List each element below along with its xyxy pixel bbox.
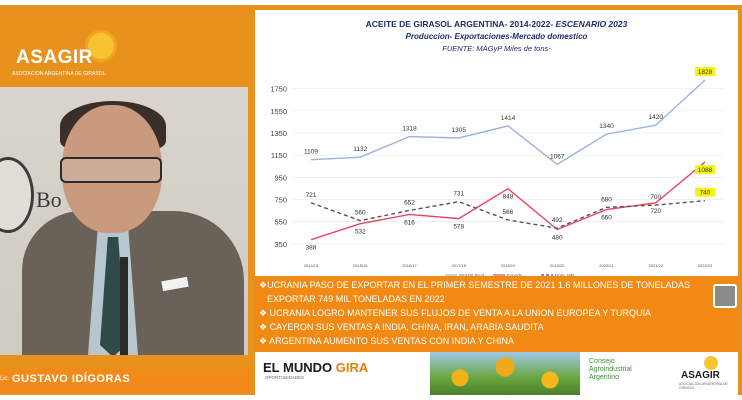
y-tick-label: 950: [274, 173, 287, 182]
data-label: 680: [601, 196, 612, 203]
data-label: 532: [355, 229, 366, 236]
data-label: 578: [453, 224, 464, 231]
speaker-video: Bo: [0, 87, 248, 355]
asagir-logo: ASAGIR ASOCIACION ARGENTINA DE GIRASOL: [10, 19, 120, 79]
data-label: 1305: [452, 127, 467, 134]
chart-svg: 350 550 750 950 1150 1350 1550 1750 2014/15 2015/…: [270, 66, 723, 276]
x-tick-label: 2018/19: [501, 263, 516, 268]
label-highlight: [695, 66, 715, 76]
asagir-small-subtitle: ASOCIACION ARGENTINA DE GIRASOL: [679, 382, 728, 390]
y-tick-label: 1550: [270, 107, 287, 116]
y-tick-label: 750: [274, 196, 287, 205]
sun-icon: [704, 356, 718, 370]
stream-frame: ASAGIR ASOCIACION ARGENTINA DE GIRASOL B…: [0, 5, 742, 395]
data-label: 560: [355, 210, 366, 217]
microphone: [120, 257, 128, 355]
data-label: 848: [503, 194, 514, 201]
brand-name: ASAGIR: [16, 47, 93, 68]
chart-title: ACEITE DE GIRASOL ARGENTINA- 2014-2022- …: [255, 19, 738, 29]
data-label: 1132: [353, 146, 367, 153]
sponsor-bar: EL MUNDO GIRA OPORTUNIDADES Consejo Agro…: [255, 352, 738, 395]
name-prefix: Lic.: [0, 376, 10, 382]
speaker-head: [62, 105, 162, 233]
data-label: 1318: [402, 126, 417, 133]
chart-title-main: ACEITE DE GIRASOL ARGENTINA- 2014-2022-: [365, 19, 554, 29]
x-tick-label: 2015/16: [353, 263, 368, 268]
x-tick-label: 2022/23: [698, 263, 713, 268]
legend-label: Exports: [507, 273, 523, 276]
asagir-small-logo: ASAGIR: [681, 370, 720, 381]
cast-icon[interactable]: [713, 284, 737, 308]
speaker-name-bar: Lic. GUSTAVO IDÍGORAS: [0, 369, 250, 393]
series-line: [310, 161, 706, 241]
consejo-line-3: Argentino: [589, 374, 619, 381]
bullet-1-text: UCRANIA PASO DE EXPORTAR EN EL PRIMER SE…: [267, 280, 691, 290]
label-highlight: [695, 187, 715, 197]
wall-text: Bo: [36, 187, 62, 212]
data-label: 566: [503, 209, 514, 216]
chart-panel: 350 550 750 950 1150 1350 1550 1750 2014/15 2015/…: [255, 10, 738, 276]
legend-label: Dom. Mkt: [555, 273, 575, 276]
bullet-3-text: UCRANIA LOGRO MANTENER SUS FLUJOS DE VEN…: [269, 308, 652, 318]
bullet-3: ❖ UCRANIA LOGRO MANTENER SUS FLUJOS DE V…: [259, 308, 652, 318]
data-label: 660: [601, 215, 612, 222]
data-label: 616: [404, 219, 415, 226]
data-label: 721: [306, 192, 317, 199]
data-label: 652: [404, 199, 415, 206]
mundo-text: EL MUNDO: [263, 360, 333, 375]
label-highlight: [695, 165, 715, 175]
data-label: 388: [306, 245, 317, 252]
y-tick-label: 1350: [270, 129, 287, 138]
consejo-line-1: Consejo: [589, 358, 615, 365]
data-label: 1067: [550, 153, 565, 160]
series-line: [310, 79, 706, 166]
x-tick-label: 2017/18: [452, 263, 467, 268]
y-tick-label: 550: [274, 218, 287, 227]
gira-text: GIRA: [335, 360, 369, 375]
x-tick-label: 2020/21: [599, 263, 614, 268]
data-label: 700: [650, 194, 661, 201]
consejo-line-2: Agroindustrial: [589, 366, 632, 373]
bullet-5: ❖ ARGENTINA AUMENTO SUS VENTAS CON INDIA…: [259, 336, 514, 346]
data-label: 720: [650, 208, 661, 215]
legend-label: SFSOil Prod: [459, 273, 485, 276]
brand-subtitle: ASOCIACION ARGENTINA DE GIRASOL: [12, 71, 106, 77]
x-tick-label: 2021/22: [649, 263, 664, 268]
data-label: 1340: [599, 123, 614, 130]
bullet-1: ❖UCRANIA PASO DE EXPORTAR EN EL PRIMER S…: [259, 280, 691, 290]
data-label: 1088: [698, 167, 713, 174]
el-mundo-gira-logo: EL MUNDO GIRA: [263, 360, 368, 375]
y-tick-label: 350: [274, 240, 287, 249]
x-tick-label: 2019/20: [550, 263, 565, 268]
data-label: 740: [700, 190, 711, 197]
glasses-icon: [60, 157, 162, 183]
x-tick-label: 2016/17: [402, 263, 417, 268]
mundo-subtitle: OPORTUNIDADES: [265, 375, 305, 380]
data-label: 1109: [304, 149, 318, 156]
bullet-box: ❖UCRANIA PASO DE EXPORTAR EN EL PRIMER S…: [255, 276, 738, 352]
chart-subtitle: Produccion- Exportaciones-Mercado domest…: [405, 32, 588, 41]
bullet-2-text: EXPORTAR 749 MIL TONELADAS EN 2022: [267, 294, 445, 304]
data-label: 1420: [649, 114, 664, 121]
y-tick-label: 1150: [271, 151, 287, 160]
data-label: 731: [453, 191, 464, 198]
speaker-name: GUSTAVO IDÍGORAS: [12, 373, 131, 385]
bullet-5-text: ARGENTINA AUMENTO SUS VENTAS CON INDIA Y…: [269, 336, 514, 346]
data-label: 1414: [501, 115, 516, 122]
series-line: [310, 199, 706, 229]
data-label: 480: [552, 234, 563, 241]
data-label: 492: [552, 217, 563, 224]
sunflower-image: [430, 352, 580, 395]
bullet-2: EXPORTAR 749 MIL TONELADAS EN 2022: [267, 294, 445, 304]
x-tick-label: 2014/15: [304, 263, 319, 268]
bullet-4-text: CAYERON SUS VENTAS A INDIA, CHINA, IRAN,…: [269, 322, 544, 332]
consejo-logo: Consejo Agroindustrial Argentino: [589, 358, 632, 382]
sun-icon: [88, 33, 114, 59]
bullet-4: ❖ CAYERON SUS VENTAS A INDIA, CHINA, IRA…: [259, 322, 544, 332]
chart-title-scenario: ESCENARIO 2023: [555, 19, 628, 29]
y-tick-label: 1750: [270, 85, 287, 94]
data-label: 1828: [698, 69, 713, 76]
chart-source: FUENTE: MAGyP Miles de tons-: [442, 44, 551, 53]
